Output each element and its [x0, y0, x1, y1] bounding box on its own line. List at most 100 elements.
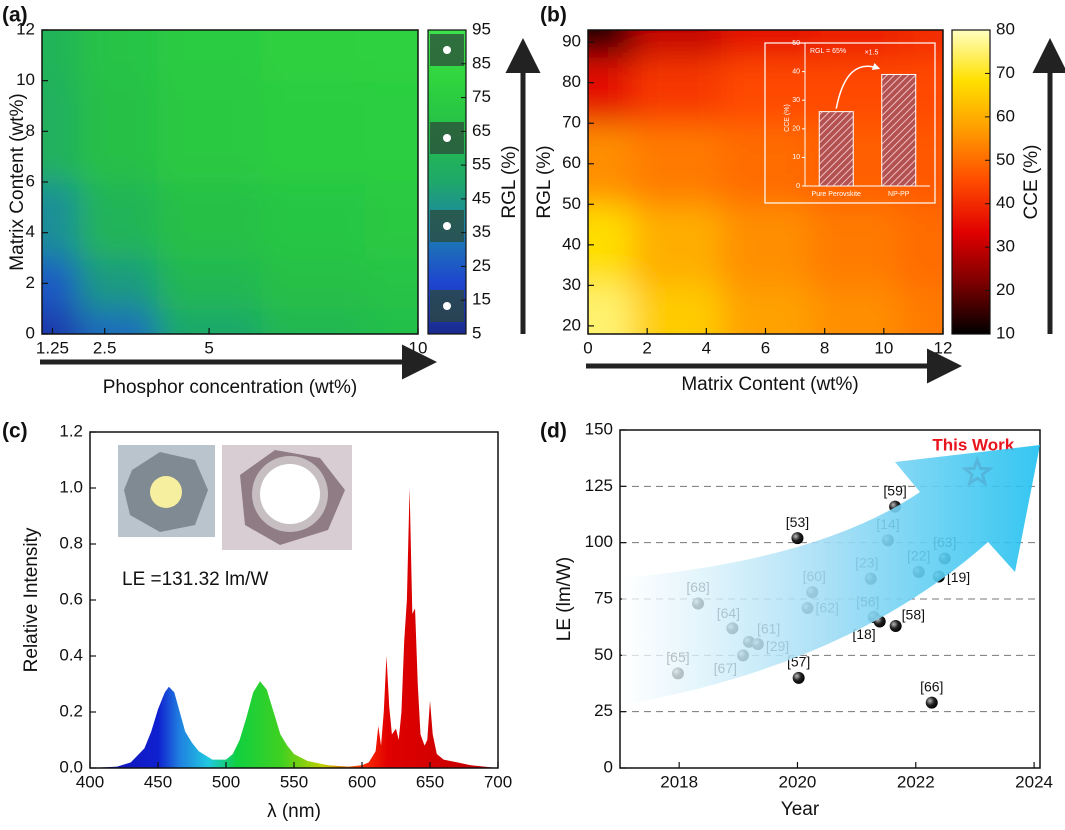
heatmap-cell: [365, 30, 418, 82]
y-tick-label: 25: [594, 701, 613, 720]
inset-tick-label: 10: [792, 154, 800, 161]
heatmap-cell: [261, 308, 367, 334]
led-spot: [443, 46, 451, 54]
heatmap-cell: [78, 30, 158, 82]
led-spot: [443, 222, 451, 230]
colorbar-tick-label: 35: [472, 222, 491, 241]
heatmap-cell: [42, 182, 80, 259]
annotation: i: [110, 448, 116, 471]
y-tick-label: 100: [585, 532, 613, 551]
point-label: [19]: [947, 569, 970, 585]
heatmap-cell: [898, 30, 943, 58]
x-tick-label: 2018: [660, 772, 698, 791]
y-tick-label: 0: [604, 757, 613, 776]
x-tick-label: 10: [409, 338, 428, 357]
heatmap-cell: [588, 56, 634, 125]
heatmap-cell: [261, 182, 367, 259]
x-tick-label: 8: [820, 338, 829, 357]
data-point: [792, 671, 805, 684]
x-tick-label: 2022: [897, 772, 935, 791]
x-tick-label: 12: [934, 338, 953, 357]
heatmap-cell: [809, 204, 900, 287]
heatmap-cell: [261, 30, 367, 82]
heatmap-cell: [78, 182, 158, 259]
inset-tick-label: 0: [796, 183, 800, 190]
annotation: LE =131.32 lm/W: [122, 569, 268, 590]
heatmap-cell: [632, 30, 723, 58]
colorbar-tick-label: 70: [996, 63, 1015, 82]
y-tick-label: 0.6: [59, 589, 83, 608]
photo-ii: [222, 445, 352, 550]
y-tick-label: 0.0: [59, 757, 83, 776]
x-tick-label: 10: [874, 338, 893, 357]
inset-frame: [764, 42, 936, 204]
y-tick-label: 1.0: [59, 477, 83, 496]
panel-label: (c): [2, 420, 28, 443]
inset-category: NP-PP: [888, 191, 910, 198]
colorbar-tick-label: 10: [996, 323, 1015, 342]
trend-arrow: [622, 445, 1040, 705]
colorbar-label: CCE (%): [1021, 145, 1042, 220]
x-tick-label: 2020: [779, 772, 817, 791]
y-tick-label: 40: [562, 234, 581, 253]
heatmap-cell: [42, 258, 80, 310]
y-tick-label: 70: [562, 113, 581, 132]
panel-label: (b): [540, 4, 567, 27]
inset-category: Pure Perovskite: [812, 191, 862, 198]
point-label: [58]: [902, 607, 925, 623]
y-tick-label: 30: [562, 275, 581, 294]
colorbar-tick-label: 15: [472, 290, 491, 309]
x-tick-label: 650: [416, 772, 444, 791]
heatmap-cell: [78, 308, 158, 334]
inset-tick-label: 30: [792, 97, 800, 104]
colorbar-tick-label: 30: [996, 237, 1015, 256]
x-tick-label: 500: [212, 772, 240, 791]
colorbar-tick-label: 65: [472, 121, 491, 140]
y-tick-label: 1.2: [59, 421, 83, 440]
y-tick-label: 2: [26, 273, 35, 292]
colorbar-tick-label: 85: [472, 53, 491, 72]
inset-title: RGL = 65%: [810, 48, 846, 55]
x-axis-label: Matrix Content (wt%): [681, 374, 858, 395]
data-point: [889, 620, 902, 633]
x-tick-label: 1.25: [36, 338, 69, 357]
x-axis-label: Phosphor concentration (wt%): [103, 377, 358, 398]
colorbar-tick-label: 20: [996, 280, 1015, 299]
y-axis-label: Relative Intensity: [21, 527, 42, 672]
heatmap: [42, 30, 418, 334]
y-tick-label: 0: [26, 323, 35, 342]
x-tick-label: 2.5: [93, 338, 117, 357]
x-tick-label: 0: [583, 338, 592, 357]
point-label: [66]: [920, 678, 943, 694]
y-tick-label: 10: [16, 70, 35, 89]
heatmap-cell: [261, 80, 367, 183]
y-axis-label: RGL (%): [534, 145, 555, 218]
y-tick-label: 0.2: [59, 701, 83, 720]
x-axis-label: λ (nm): [267, 801, 321, 822]
x-tick-label: 600: [348, 772, 376, 791]
heatmap-cell: [809, 30, 900, 58]
y-tick-label: 8: [26, 121, 35, 140]
y-axis-label: LE (lm/W): [554, 557, 575, 641]
y-tick-label: 20: [562, 315, 581, 334]
heatmap-cell: [156, 30, 263, 82]
colorbar-tick-label: 40: [996, 193, 1015, 212]
x-tick-label: 550: [280, 772, 308, 791]
colorbar-tick-label: 5: [472, 323, 481, 342]
heatmap-cell: [809, 285, 900, 334]
led-spot: [443, 302, 451, 310]
x-tick-label: 2024: [1015, 772, 1053, 791]
heatmap-cell: [632, 204, 723, 287]
heatmap-cell: [588, 204, 634, 287]
inset-bar: [881, 73, 917, 187]
colorbar-tick-label: 55: [472, 155, 491, 174]
inset-bar: [818, 111, 854, 187]
heatmap-cell: [588, 285, 634, 334]
inset-annotation: ×1.5: [865, 49, 879, 56]
heatmap-cell: [721, 123, 811, 206]
y-tick-label: 6: [26, 171, 35, 190]
heatmap-cell: [42, 30, 80, 82]
x-tick-label: 450: [144, 772, 172, 791]
